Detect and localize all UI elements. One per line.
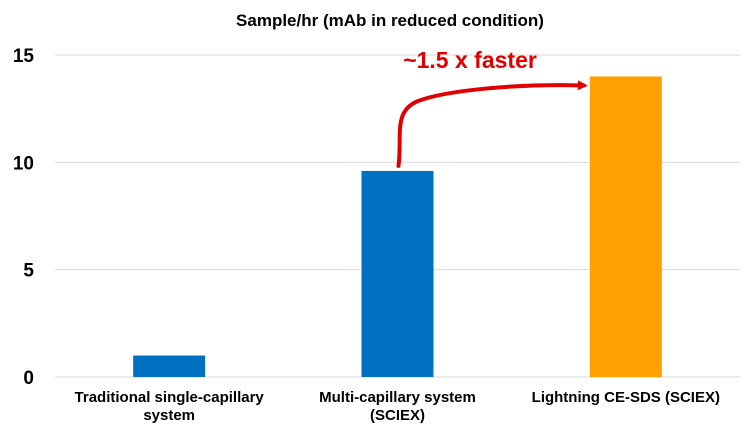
bar	[361, 170, 434, 377]
speedup-arrow	[396, 80, 588, 168]
y-axis-ticks: 0 5 10 15	[13, 46, 35, 389]
chart-title: Sample/hr (mAb in reduced condition)	[236, 11, 544, 30]
x-tick-label: system	[143, 407, 195, 424]
y-tick-label: 0	[23, 368, 34, 389]
y-tick-label: 15	[13, 46, 35, 67]
x-tick-label: Lightning CE-SDS (SCIEX)	[532, 389, 720, 406]
speedup-label: ~1.5 x faster	[403, 47, 537, 73]
x-tick-label: Multi-capillary system	[319, 389, 476, 406]
y-tick-label: 5	[23, 261, 34, 282]
y-tick-label: 10	[13, 153, 34, 174]
speedup-annotation: ~1.5 x faster	[396, 47, 588, 168]
x-tick-label: Traditional single-capillary	[75, 389, 265, 406]
x-tick-label: (SCIEX)	[370, 407, 425, 424]
bar	[133, 355, 206, 377]
bar	[589, 76, 662, 377]
bars	[133, 76, 662, 377]
